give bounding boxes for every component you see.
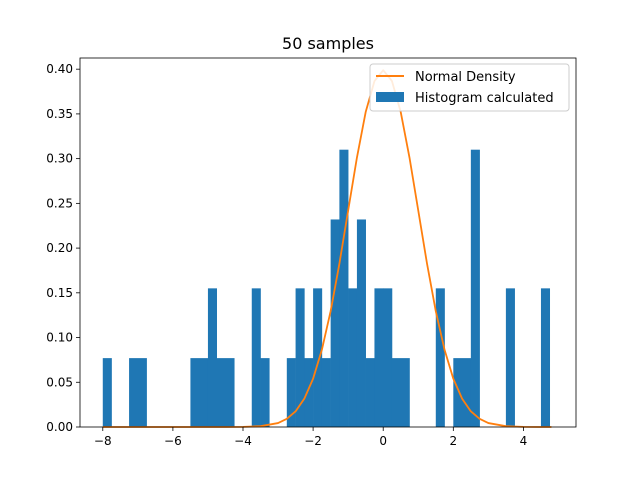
histogram-bar-14: [348, 288, 358, 427]
histogram-bar-7: [286, 358, 296, 427]
x-tick-label: −2: [304, 434, 322, 448]
histogram-bars: [102, 149, 551, 427]
y-tick-label: 0.05: [46, 375, 73, 389]
y-tick-label: 0.10: [46, 331, 73, 345]
histogram-bar-22: [470, 149, 480, 427]
legend-label-normal-density: Normal Density: [415, 70, 516, 85]
legend-patch-swatch: [376, 92, 404, 102]
y-axis: 0.00 0.05 0.10 0.15 0.20 0.25 0.30 0.35 0.40: [46, 62, 80, 434]
histogram-bar-11: [321, 358, 331, 427]
histogram-bar-20: [435, 288, 445, 427]
histogram-bar-10: [313, 288, 323, 427]
histogram-bar-21: [453, 358, 472, 427]
histogram-bar-3: [207, 288, 217, 427]
histogram-bar-19: [391, 358, 410, 427]
histogram-bar-2: [190, 358, 209, 427]
y-tick-label: 0.40: [46, 62, 73, 76]
histogram-bar-1: [129, 358, 147, 427]
histogram-bar-9: [304, 358, 314, 427]
y-tick-label: 0.25: [46, 196, 73, 210]
x-tick-label: −8: [94, 434, 112, 448]
x-tick-label: 0: [379, 434, 387, 448]
histogram-bar-24: [540, 288, 551, 427]
legend-label-histogram: Histogram calculated: [415, 91, 554, 106]
histogram-bar-4: [216, 358, 235, 427]
histogram-bar-16: [365, 358, 375, 427]
histogram-bar-18: [383, 288, 393, 427]
y-tick-label: 0.20: [46, 241, 73, 255]
y-tick-label: 0.15: [46, 286, 73, 300]
histogram-bar-23: [505, 288, 515, 427]
legend: Normal Density Histogram calculated: [369, 63, 570, 112]
x-tick-label: −4: [234, 434, 252, 448]
x-tick-label: 4: [520, 434, 528, 448]
histogram-bar-6: [260, 358, 270, 427]
plot-frame: [79, 57, 577, 428]
histogram-bar-17: [374, 288, 384, 427]
y-tick-label: 0.30: [46, 152, 73, 166]
histogram-bar-12: [330, 219, 340, 427]
x-axis: −8 −6 −4 −2 0 2 4: [94, 427, 527, 448]
x-tick-label: 2: [449, 434, 457, 448]
chart-title: 50 samples: [282, 34, 374, 53]
histogram-bar-8: [295, 288, 305, 427]
y-tick-label: 0.35: [46, 107, 73, 121]
legend-box: [369, 63, 570, 112]
x-tick-label: −6: [164, 434, 182, 448]
histogram-bar-5: [251, 288, 261, 427]
histogram-bar-0: [102, 358, 112, 427]
histogram-bar-13: [339, 149, 349, 427]
histogram-bar-15: [356, 219, 366, 427]
y-tick-label: 0.00: [46, 420, 73, 434]
